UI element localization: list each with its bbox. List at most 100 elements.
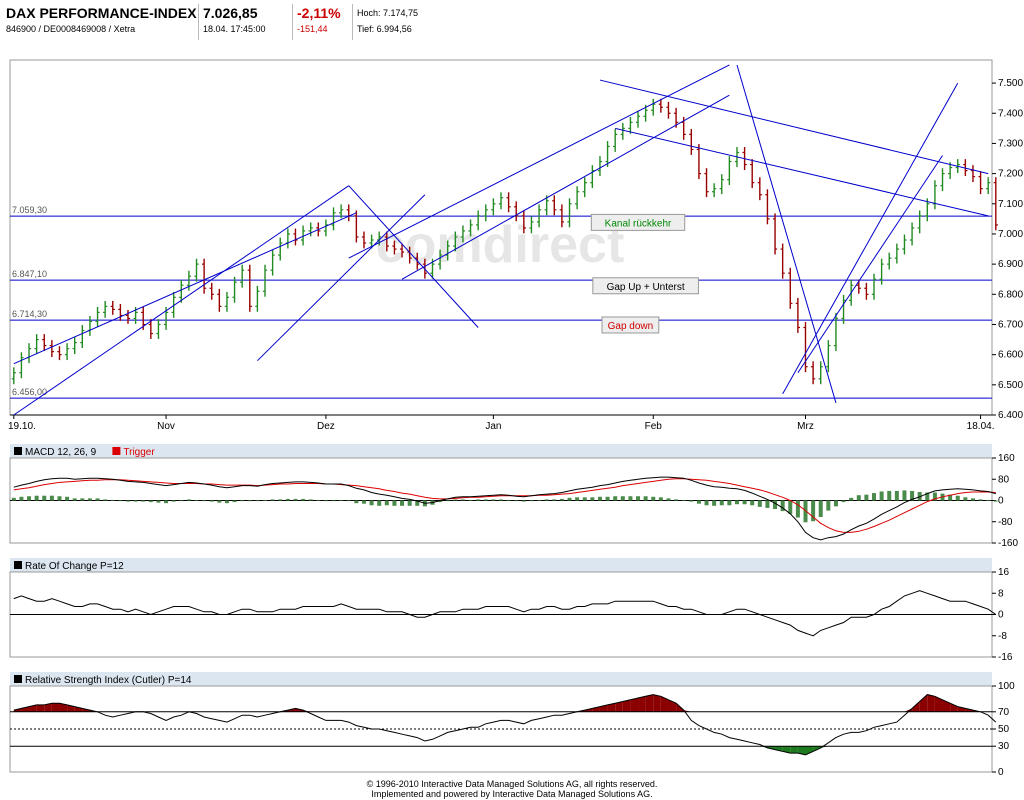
- macd-histogram-bar: [925, 492, 930, 501]
- macd-histogram-bar: [209, 500, 214, 502]
- annotation-text: Gap down: [608, 321, 654, 332]
- macd-histogram-bar: [202, 500, 207, 502]
- macd-histogram-bar: [917, 492, 922, 501]
- roc-line: [13, 590, 997, 637]
- macd-histogram-bar: [818, 500, 823, 517]
- roc-y-tick-label: -8: [998, 631, 1007, 642]
- price-y-tick-label: 6.500: [998, 380, 1023, 391]
- macd-histogram-bar: [95, 498, 100, 501]
- rsi-overbought-area: [950, 703, 958, 712]
- macd-histogram-bar: [506, 499, 511, 501]
- macd-histogram-bar: [361, 500, 366, 504]
- rsi-overbought-area: [615, 701, 623, 712]
- support-line-label: 7.059,30: [12, 205, 47, 215]
- macd-histogram-bar: [932, 492, 937, 501]
- macd-histogram-bar: [879, 491, 884, 501]
- price-x-tick-label: Jan: [485, 421, 501, 432]
- copyright-footer: © 1996-2010 Interactive Data Managed Sol…: [0, 779, 1024, 799]
- macd-y-tick-label: 160: [998, 453, 1015, 464]
- macd-histogram-bar: [156, 500, 161, 503]
- macd-histogram-bar: [986, 499, 991, 501]
- macd-histogram-bar: [57, 496, 62, 501]
- macd-histogram-bar: [696, 500, 701, 504]
- price-y-tick-label: 6.900: [998, 259, 1023, 270]
- macd-y-tick-label: -160: [998, 538, 1018, 549]
- macd-histogram-bar: [575, 497, 580, 501]
- macd-histogram-bar: [643, 496, 648, 501]
- macd-histogram-bar: [970, 498, 975, 501]
- macd-histogram-bar: [856, 495, 861, 501]
- annotation-text: Gap Up + Unterst: [607, 282, 685, 293]
- macd-legend-swatch: [112, 447, 121, 455]
- macd-histogram-bar: [833, 500, 838, 507]
- price-x-tick-label: Mrz: [797, 421, 814, 432]
- trendline: [782, 82, 959, 395]
- price-y-tick-label: 7.300: [998, 138, 1023, 149]
- macd-legend-label: MACD 12, 26, 9: [25, 447, 97, 458]
- macd-histogram-bar: [438, 500, 443, 503]
- macd-histogram-bar: [887, 490, 892, 501]
- rsi-overbought-area: [638, 696, 646, 712]
- macd-histogram-bar: [849, 497, 854, 501]
- roc-header-bar: [10, 558, 992, 572]
- macd-histogram-bar: [141, 500, 146, 502]
- macd-histogram-bar: [354, 500, 359, 504]
- macd-histogram-bar: [719, 500, 724, 506]
- roc-panel: Rate Of Change P=12 16 8 0 -8 -16: [9, 558, 1013, 663]
- macd-histogram-bar: [453, 499, 458, 501]
- rsi-oversold-area: [790, 746, 798, 754]
- price-y-tick-label: 7.000: [998, 229, 1023, 240]
- macd-histogram-bar: [521, 500, 526, 502]
- macd-histogram-bar: [87, 498, 92, 501]
- macd-histogram-bar: [559, 498, 564, 501]
- macd-histogram-bar: [72, 498, 77, 501]
- roc-y-tick-label: 8: [998, 588, 1004, 599]
- macd-histogram-bar: [658, 497, 663, 501]
- macd-histogram-bar: [841, 500, 846, 503]
- macd-histogram-bar: [803, 500, 808, 523]
- trendline: [13, 212, 357, 365]
- macd-histogram-bar: [217, 500, 222, 503]
- macd-histogram-bar: [42, 495, 47, 501]
- rsi-oversold-area: [805, 746, 814, 755]
- instrument-title: DAX PERFORMANCE-INDEX: [6, 5, 197, 21]
- rsi-overbought-area: [927, 694, 935, 712]
- macd-header-bar: [10, 444, 992, 458]
- macd-histogram-bar: [34, 495, 39, 501]
- macd-histogram-bar: [400, 500, 405, 506]
- macd-histogram-bar: [910, 490, 915, 501]
- macd-histogram-bar: [346, 500, 351, 502]
- macd-histogram-bar: [788, 500, 793, 514]
- price-x-tick-label: Nov: [157, 421, 175, 432]
- macd-histogram-bar: [164, 500, 169, 504]
- roc-legend-label: Rate Of Change P=12: [25, 561, 124, 572]
- macd-histogram-bar: [704, 500, 709, 506]
- macd-histogram-bar: [118, 500, 123, 502]
- macd-y-tick-label: -80: [998, 517, 1013, 528]
- rsi-y-tick-label: 100: [998, 681, 1015, 692]
- macd-histogram-bar: [377, 500, 382, 506]
- rsi-overbought-area: [919, 694, 928, 712]
- macd-histogram-bar: [491, 499, 496, 501]
- macd-histogram-bar: [27, 496, 32, 501]
- macd-histogram-bar: [125, 500, 130, 502]
- macd-histogram-bar: [407, 500, 412, 506]
- macd-histogram-bar: [773, 500, 778, 509]
- quote-header: DAX PERFORMANCE-INDEX 846900 / DE0008469…: [0, 0, 1024, 44]
- macd-histogram-bar: [750, 500, 755, 506]
- macd-histogram-bar: [552, 499, 557, 501]
- day-high: Hoch: 7.174,75: [357, 8, 419, 18]
- macd-panel: MACD 12, 26, 9 Trigger 160 80 0 -80 -160: [9, 444, 1018, 549]
- rsi-overbought-area: [957, 706, 966, 712]
- rsi-overbought-area: [51, 703, 60, 712]
- rsi-legend-swatch: [14, 675, 22, 683]
- rsi-plot-frame: [9, 685, 993, 773]
- macd-histogram-bar: [445, 500, 450, 502]
- macd-histogram-bar: [742, 500, 747, 505]
- rsi-panel: Relative Strength Index (Cutler) P=14 100…: [9, 672, 1015, 778]
- macd-histogram-bar: [597, 496, 602, 501]
- macd-histogram-bar: [339, 499, 344, 501]
- trendline: [257, 194, 426, 362]
- macd-histogram-bar: [620, 496, 625, 501]
- change-absolute: -151,44: [297, 24, 328, 34]
